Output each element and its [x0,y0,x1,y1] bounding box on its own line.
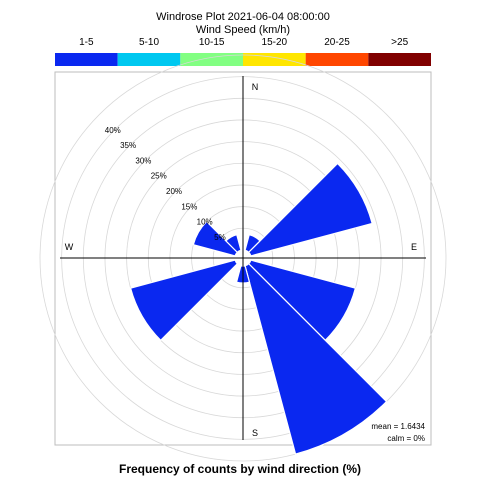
legend-title: Wind Speed (km/h) [196,24,290,36]
sector-bars [129,162,388,455]
legend-swatch-1 [117,53,181,66]
chart-title: Windrose Plot 2021-06-04 08:00:00 [156,11,330,23]
grid-ring-8 [39,54,447,462]
direction-label-n: N [252,82,259,92]
legend-swatch-4 [305,53,369,66]
compass-axes: N E S W [60,76,426,440]
ring-label-5: 30% [135,156,151,165]
legend-label-0: 1-5 [79,37,94,48]
ring-label-4: 25% [151,172,167,181]
legend-swatch-3 [243,53,306,66]
legend-swatch-2 [180,53,243,66]
legend-swatch-5 [368,53,431,66]
direction-label-w: W [65,242,74,252]
sector-bar-300 [192,220,239,257]
legend-label-3: 15-20 [262,37,288,48]
direction-label-e: E [411,242,417,252]
chart-caption: Frequency of counts by wind direction (%… [119,462,361,476]
legend-label-4: 20-25 [324,37,350,48]
legend-label-5: >25 [391,37,408,48]
direction-label-s: S [252,428,258,438]
stat-calm: calm = 0% [387,434,425,443]
legend-swatch-0 [55,53,118,66]
ring-label-7: 40% [105,126,121,135]
legend-label-2: 10-15 [199,37,225,48]
ring-label-6: 35% [120,141,136,150]
ring-label-0: 5% [214,233,226,242]
ring-label-3: 20% [166,187,182,196]
stat-mean: mean = 1.6434 [371,422,425,431]
speed-legend: 1-5 5-10 10-15 15-20 20-25 >25 [55,37,431,66]
ring-label-2: 15% [181,202,197,211]
sector-bar-60 [247,162,373,257]
sector-bar-240 [129,259,239,342]
sector-bar-330 [225,233,242,254]
ring-labels: 5%10%15% 20% 25%30% 35% 40% [105,126,226,242]
ring-label-1: 10% [197,218,213,227]
legend-label-1: 5-10 [139,37,159,48]
sector-bar-120 [247,259,357,342]
sector-bar-150 [244,262,388,455]
